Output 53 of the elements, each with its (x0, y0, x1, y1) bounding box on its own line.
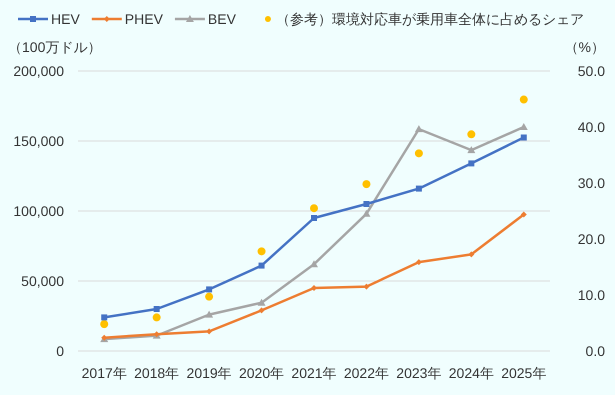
y2-axis-title: （%） (564, 39, 605, 55)
x-tick-label: 2019年 (186, 365, 232, 381)
x-tick-label: 2021年 (291, 365, 337, 381)
point (205, 310, 214, 318)
point (206, 286, 212, 292)
point (520, 123, 528, 130)
y2-tick-label: 20.0 (578, 231, 606, 247)
point (152, 313, 161, 322)
x-tick-label: 2024年 (448, 365, 494, 381)
point (520, 212, 527, 218)
y-tick-label: 150,000 (13, 133, 64, 149)
point (416, 186, 422, 192)
point (101, 314, 108, 320)
y2-tick-label: 10.0 (578, 287, 606, 303)
point (311, 215, 317, 221)
legend-label: （参考）環境対応車が乗用車全体に占めるシェア (276, 11, 584, 27)
x-tick-label: 2023年 (396, 365, 442, 381)
point (520, 96, 528, 104)
point (362, 180, 370, 188)
point (258, 247, 266, 256)
y-tick-label: 0 (56, 343, 64, 359)
y2-tick-label: 50.0 (578, 63, 606, 79)
point (205, 292, 214, 301)
point (310, 204, 318, 212)
point (467, 130, 476, 138)
legend-label: PHEV (124, 11, 164, 27)
x-tick-label: 2025年 (501, 365, 546, 381)
y-tick-label: 50,000 (21, 273, 64, 289)
point (258, 298, 266, 306)
y2-tick-label: 0.0 (586, 343, 606, 359)
legend-label: HEV (51, 11, 80, 27)
x-tick-label: 2017年 (82, 365, 127, 381)
point (362, 210, 370, 217)
point (258, 307, 265, 314)
x-tick-label: 2020年 (238, 365, 284, 381)
point (468, 160, 474, 166)
point (363, 201, 370, 207)
point (310, 260, 318, 268)
x-tick-label: 2022年 (344, 365, 390, 381)
legend-label: BEV (208, 11, 237, 27)
x-tick-label: 2018年 (134, 365, 180, 381)
point (258, 262, 265, 269)
point (414, 125, 423, 132)
y2-tick-label: 30.0 (578, 175, 606, 191)
y-tick-label: 200,000 (13, 63, 64, 79)
point (154, 306, 160, 312)
y-tick-label: 100,000 (13, 203, 64, 219)
point (520, 134, 527, 140)
point (100, 320, 108, 328)
point (414, 149, 423, 158)
y-axis-title: （100万ドル） (8, 39, 102, 55)
point (467, 146, 476, 154)
y2-tick-label: 40.0 (578, 119, 606, 135)
